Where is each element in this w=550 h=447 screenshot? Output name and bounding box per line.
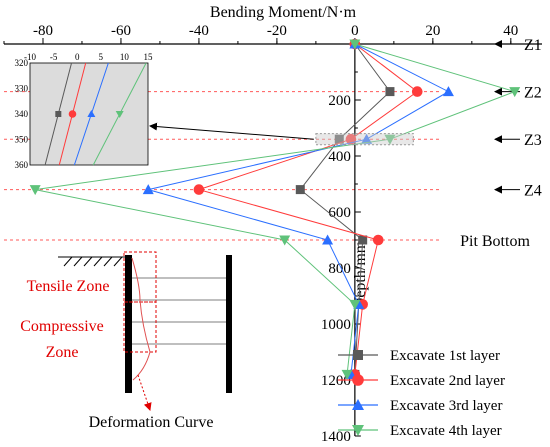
legend-item: Excavate 2nd layer [338,373,505,389]
inset-x-tick-label: 5 [99,52,104,62]
reference-label: Z2 [524,85,542,102]
inset-panel [29,62,149,166]
data-point [361,133,373,144]
data-series [29,38,521,380]
legend-label: Excavate 3rd layer [390,398,502,414]
legend-label: Excavate 1st layer [390,348,500,364]
x-tick-label: -20 [267,23,287,39]
data-point [349,39,361,50]
inset-x-tick-label: 15 [144,52,154,62]
series-line [148,43,450,375]
y-tick-label: 600 [328,205,351,221]
legend-label: Excavate 2nd layer [390,373,505,389]
data-point [352,399,364,410]
inset-x-tick-label: 10 [120,52,130,62]
inset-x-tick-label: -5 [50,52,58,62]
data-point [29,185,41,196]
chart-title: Bending Moment/N·m [210,4,357,21]
data-point [385,87,395,97]
data-point [322,234,334,245]
data-point [68,110,77,118]
reference-label: Z1 [524,37,542,54]
data-point [352,374,364,386]
zoom-region [315,133,414,146]
y-tick-label: 1400 [321,429,351,445]
data-point [115,111,124,118]
x-tick-label: -60 [111,23,131,39]
data-point [142,184,154,195]
strut-lines [132,277,226,345]
data-point [352,425,364,436]
inset-y-tick-label: 350 [15,135,29,145]
data-point [349,299,361,310]
deformation-arrow [137,374,152,411]
inset-zoom: -10 -5 0 5 10 15 320 330 340 350 360 [15,52,414,170]
axes: -80 -60 -40 -20 0 20 40 200 400 600 800 1000 1200 140… [3,23,542,445]
ground-hatch [58,256,125,267]
data-point [384,134,396,145]
x-tick-label: 0 [351,23,359,39]
retaining-wall-diagram: Tensile Zone Compressive Zone Deformatio… [20,251,232,431]
y-tick-label: 1000 [321,317,351,333]
inset-y-tick-label: 320 [15,58,29,68]
data-point [353,350,363,360]
data-point [509,87,521,98]
legend-label: Excavate 4th layer [390,423,502,439]
x-tick-label: -40 [189,23,209,39]
data-point [55,111,62,117]
opposite-wall [226,255,232,393]
inset-y-tick-label: 360 [15,160,29,170]
x-tick-label: 40 [503,23,518,39]
data-point [295,185,305,195]
x-tick-label: 20 [425,23,440,39]
y-tick-label: 1200 [321,373,351,389]
data-point [341,369,353,380]
series-triangle-up [142,38,454,379]
deformation-curve-label: Deformation Curve [89,414,214,431]
reference-label: Z4 [524,183,542,200]
y-tick-label: 200 [328,93,351,109]
data-point [193,184,205,195]
deformation-curve [131,257,151,381]
inset-x-tick-label: 0 [75,52,80,62]
data-point [411,86,423,97]
legend-item: Excavate 4th layer [338,423,502,439]
inset-y-tick-label: 330 [15,84,29,94]
data-point [372,234,384,246]
retaining-wall [125,255,132,393]
inset-arrow [149,122,314,140]
pit-bottom-label: Pit Bottom [460,233,530,250]
x-tick-label: -80 [33,23,53,39]
inset-x-tick-label: -10 [24,52,36,62]
compressive-zone-label-line2: Zone [46,344,79,361]
legend: Excavate 1st layer Excavate 2nd layer Exca… [338,348,505,439]
legend-item: Excavate 1st layer [338,348,500,364]
series-triangle-down [29,39,521,380]
compressive-zone-label-line1: Compressive [20,318,104,335]
y-tick-label: 400 [328,149,351,165]
legend-item: Excavate 3rd layer [338,398,502,414]
reference-label: Z3 [524,132,542,149]
inset-y-tick-label: 340 [15,109,29,119]
data-point [279,235,291,246]
data-point [442,86,454,97]
tensile-zone-label: Tensile Zone [27,278,110,295]
data-point [358,235,368,245]
data-point [334,134,344,144]
data-point [87,110,96,117]
y-tick-label: 800 [328,261,351,277]
